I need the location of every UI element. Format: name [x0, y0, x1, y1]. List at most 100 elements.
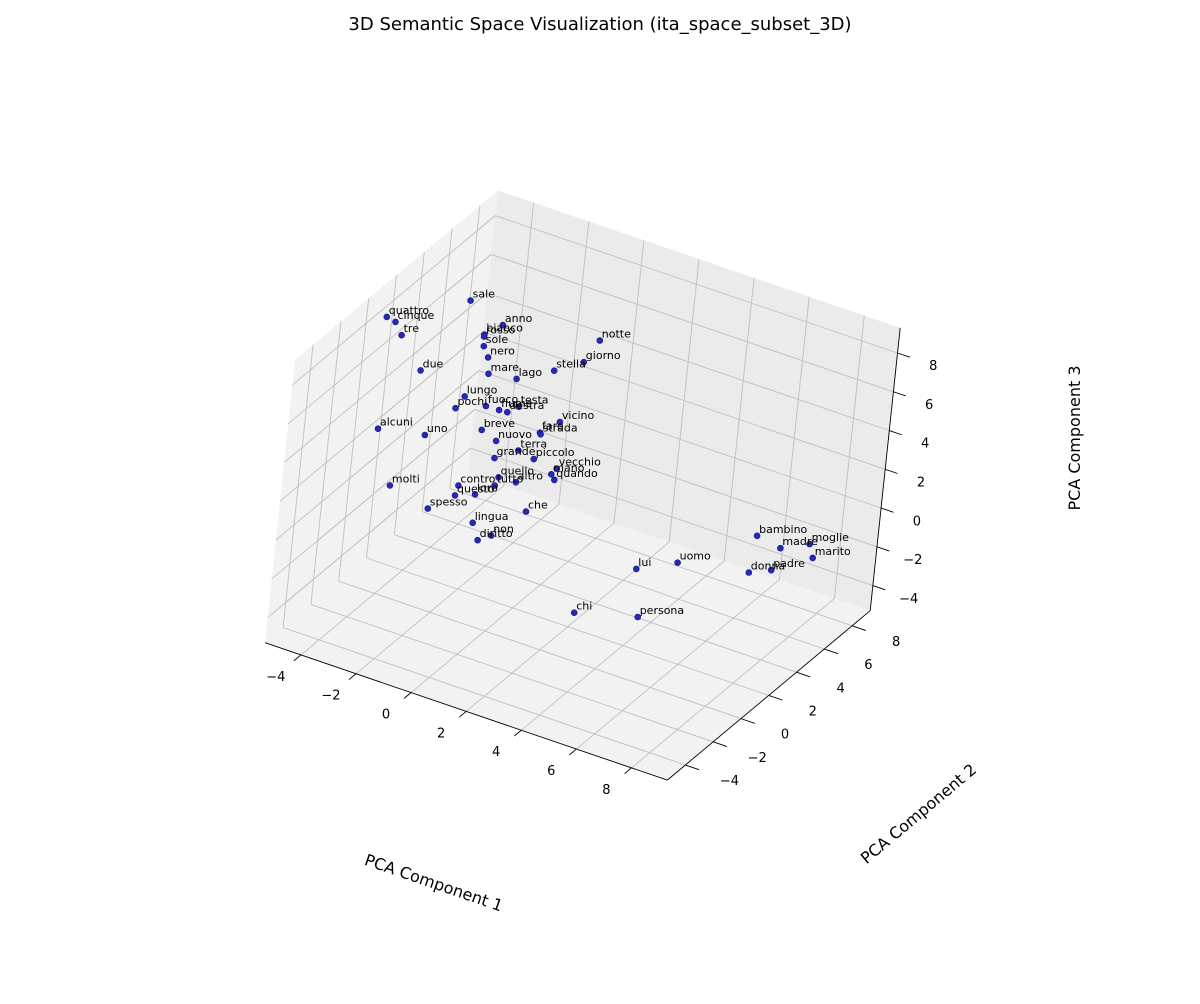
data-point-quello: [495, 473, 502, 481]
z-tick-mark: [889, 430, 902, 436]
data-point-fiume: [495, 406, 503, 414]
y-tick-mark: [713, 741, 728, 747]
z-tick-label: 2: [917, 476, 925, 491]
z-tick-label: 0: [913, 514, 921, 529]
data-point-due: [417, 367, 424, 374]
x-tick-label: 4: [492, 745, 500, 760]
data-point-bambino: [753, 532, 761, 540]
x-axis-line: [264, 642, 668, 781]
point-label-lago: lago: [519, 366, 543, 379]
data-point-quando: [550, 476, 558, 484]
point-label-giorno: giorno: [586, 349, 621, 362]
point-label-terra: terra: [520, 438, 547, 451]
x-tick-mark: [403, 692, 412, 699]
point-label-anno: anno: [505, 312, 533, 325]
grid-line-z-left: [279, 331, 484, 502]
point-label-mare: mare: [491, 361, 520, 374]
grid-line-x-back: [778, 296, 810, 580]
y-axis-line: [667, 610, 871, 781]
grid-line-z-left: [287, 254, 492, 425]
x-tick-label: −2: [321, 689, 340, 704]
grid-line-x-floor: [521, 560, 725, 731]
data-points: [374, 297, 817, 621]
point-label-fare: fare: [542, 420, 564, 433]
data-point-nero: [484, 354, 492, 361]
data-point-lago: [513, 375, 520, 383]
data-point-notte: [596, 337, 604, 344]
y-tick-mark: [685, 764, 700, 771]
point-label-pochi: pochi: [458, 395, 488, 408]
point-label-sole: sole: [486, 333, 509, 346]
point-label-vecchio: vecchio: [559, 456, 601, 469]
y-tick-label: 0: [781, 728, 789, 743]
point-label-tre: tre: [404, 322, 420, 335]
point-label-uno: uno: [427, 422, 448, 435]
point-label-contro: contro: [460, 473, 495, 486]
y-tick-mark: [740, 718, 755, 724]
data-point-destra: [503, 408, 511, 416]
z-tick-mark: [885, 468, 898, 474]
grid-line-z-left: [271, 409, 476, 580]
data-point-chi: [570, 609, 578, 617]
data-point-loro: [471, 491, 479, 498]
z-tick-label: 8: [929, 359, 937, 374]
grid-line-z-back: [486, 292, 890, 431]
point-label-piccolo: piccolo: [536, 446, 575, 459]
point-label-moglie: moglie: [812, 531, 850, 544]
x-tick-label: 8: [602, 783, 610, 798]
data-point-vecchio: [553, 465, 561, 473]
point-label-rosso: rosso: [486, 324, 515, 337]
point-label-loro: loro: [477, 481, 498, 494]
point-label-padre: padre: [773, 557, 805, 570]
y-axis-title: PCA Component 2: [857, 760, 980, 868]
point-label-destra: destra: [509, 399, 544, 412]
y-tick-mark: [824, 648, 839, 655]
data-point-terra: [515, 447, 522, 454]
grid-line-y-floor: [366, 557, 769, 696]
data-point-che: [522, 508, 530, 515]
data-point-tutto: [491, 482, 499, 489]
y-tick-label: 2: [809, 705, 817, 720]
point-label-breve: breve: [484, 417, 516, 430]
point-label-alcuni: alcuni: [380, 416, 413, 429]
data-point-sole: [480, 342, 488, 350]
tick-labels: −4 −2 0 2 4 6 8 −4 −2 0 2 4 6 8 −4 −2 0 2 4 6 8: [266, 352, 937, 798]
data-point-persona: [634, 613, 642, 621]
z-tick-mark: [880, 507, 894, 513]
data-point-strada: [537, 430, 544, 438]
point-label-notte: notte: [602, 328, 631, 341]
point-label-fiume: fiume: [501, 397, 533, 410]
data-point-contro: [455, 482, 462, 489]
y-tick-label: −2: [748, 751, 767, 766]
data-point-anno: [499, 321, 507, 329]
data-point-mare: [485, 370, 492, 378]
data-point-tre: [398, 331, 405, 339]
point-label-quattro: quattro: [389, 304, 430, 317]
point-label-cinque: cinque: [398, 309, 435, 322]
point-label-lui: lui: [638, 556, 651, 569]
point-label-testa: testa: [521, 394, 549, 407]
x-tick-mark: [293, 654, 302, 662]
data-point-uno: [421, 431, 429, 439]
data-point-altro: [512, 478, 520, 486]
data-point-quattro: [383, 313, 391, 321]
x-tick-label: 2: [437, 726, 445, 741]
grid-line-z-left: [275, 370, 480, 541]
point-label-bianco: bianco: [486, 322, 523, 335]
grid-line-z-back: [482, 331, 886, 470]
grid-lines: [267, 202, 898, 769]
x-tick-label: 0: [382, 708, 390, 723]
data-point-marito: [809, 554, 817, 562]
point-label-marito: marito: [815, 545, 851, 558]
x-tick-mark: [624, 767, 632, 775]
data-point-fuoco: [482, 402, 490, 410]
point-label-altro: altro: [518, 469, 543, 482]
point-label-nero: nero: [490, 344, 515, 357]
point-label-stella: stella: [556, 358, 586, 371]
data-point-piccolo: [530, 455, 538, 463]
grid-line-z-left: [267, 447, 471, 618]
data-point-mano: [547, 470, 555, 478]
point-label-bambino: bambino: [759, 523, 807, 536]
